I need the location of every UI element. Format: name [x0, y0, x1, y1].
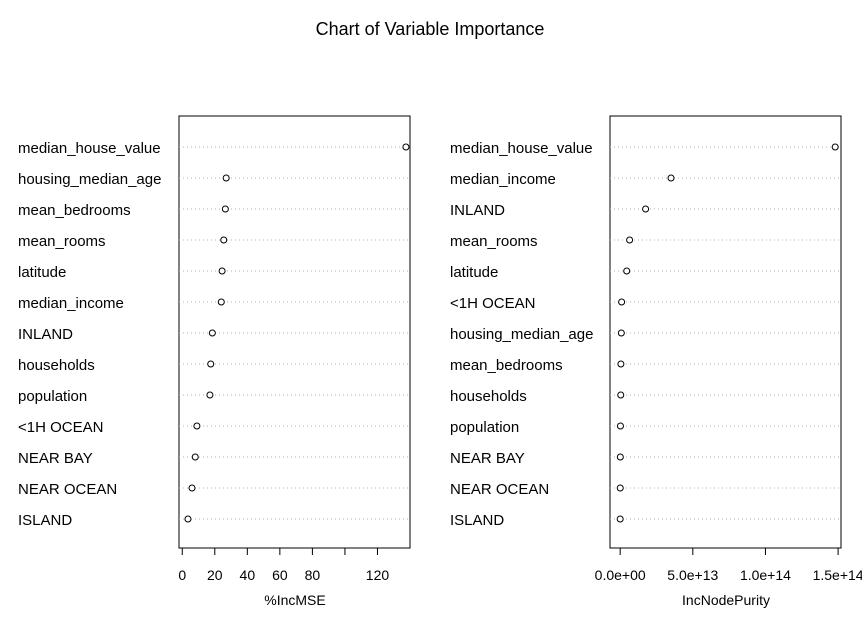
data-point — [617, 329, 625, 337]
data-point — [207, 360, 215, 368]
category-label: NEAR BAY — [450, 450, 525, 467]
data-point — [221, 205, 229, 213]
data-point — [617, 391, 625, 399]
category-label: housing_median_age — [450, 326, 593, 343]
category-label: ISLAND — [450, 512, 504, 529]
x-tick-label: 1.0e+14 — [740, 567, 791, 583]
data-point — [222, 174, 230, 182]
data-point — [193, 422, 201, 430]
data-point — [618, 298, 626, 306]
x-tick-label: 5.0e+13 — [667, 567, 718, 583]
data-point — [616, 453, 624, 461]
panel-inc-node-purity: median_house_value median_income INLAND mea… — [450, 115, 862, 608]
category-label: median_house_value — [18, 140, 161, 157]
grid-lines — [610, 146, 841, 520]
data-point — [626, 236, 634, 244]
category-label: mean_bedrooms — [18, 202, 131, 219]
category-label: <1H OCEAN — [450, 295, 535, 312]
data-point — [616, 484, 624, 492]
plot-frame — [178, 115, 411, 549]
x-axis: 0 20 40 60 80 120 — [178, 548, 389, 583]
chart-title: Chart of Variable Importance — [316, 19, 545, 39]
x-axis-title: %IncMSE — [264, 592, 325, 608]
category-labels: median_house_value median_income INLAND mea… — [450, 140, 593, 529]
data-point — [402, 143, 410, 151]
data-point — [184, 515, 192, 523]
category-label: households — [450, 388, 527, 405]
panel-inc-mse: median_house_value housing_median_agemean… — [18, 115, 411, 608]
plot-frame — [609, 115, 842, 549]
x-tick-label: 120 — [366, 567, 390, 583]
category-label: households — [18, 357, 95, 374]
data-point — [831, 143, 839, 151]
category-label: population — [18, 388, 87, 405]
category-label: latitude — [18, 264, 66, 281]
category-label: <1H OCEAN — [18, 419, 103, 436]
data-point — [642, 205, 650, 213]
data-point — [220, 236, 228, 244]
category-label: mean_rooms — [18, 233, 106, 250]
x-axis: 0.0e+00 5.0e+13 1.0e+14 1.5e+14 — [595, 548, 862, 583]
data-points — [184, 143, 410, 523]
category-label: median_income — [18, 295, 124, 312]
category-label: NEAR OCEAN — [18, 481, 117, 498]
category-labels: median_house_value housing_median_agemean… — [18, 140, 161, 529]
data-point — [206, 391, 214, 399]
x-axis-title: IncNodePurity — [682, 592, 770, 608]
category-label: housing_median_age — [18, 171, 161, 188]
data-point — [217, 298, 225, 306]
x-tick-label: 20 — [207, 567, 223, 583]
category-label: population — [450, 419, 519, 436]
data-point — [208, 329, 216, 337]
x-tick-label: 0.0e+00 — [595, 567, 646, 583]
data-point — [218, 267, 226, 275]
category-label: latitude — [450, 264, 498, 281]
category-label: NEAR BAY — [18, 450, 93, 467]
data-point — [623, 267, 631, 275]
grid-lines — [179, 146, 410, 520]
category-label: INLAND — [450, 202, 505, 219]
x-tick-label: 0 — [178, 567, 186, 583]
x-tick-label: 80 — [305, 567, 321, 583]
data-point — [616, 422, 624, 430]
category-label: NEAR OCEAN — [450, 481, 549, 498]
category-label: mean_rooms — [450, 233, 538, 250]
data-point — [667, 174, 675, 182]
category-label: mean_bedrooms — [450, 357, 563, 374]
data-points — [616, 143, 839, 523]
x-tick-label: 60 — [272, 567, 288, 583]
category-label: INLAND — [18, 326, 73, 343]
data-point — [616, 515, 624, 523]
data-point — [188, 484, 196, 492]
category-label: ISLAND — [18, 512, 72, 529]
data-point — [191, 453, 199, 461]
x-tick-label: 40 — [240, 567, 256, 583]
x-tick-label: 1.5e+14 — [813, 567, 862, 583]
category-label: median_income — [450, 171, 556, 188]
category-label: median_house_value — [450, 140, 593, 157]
data-point — [617, 360, 625, 368]
